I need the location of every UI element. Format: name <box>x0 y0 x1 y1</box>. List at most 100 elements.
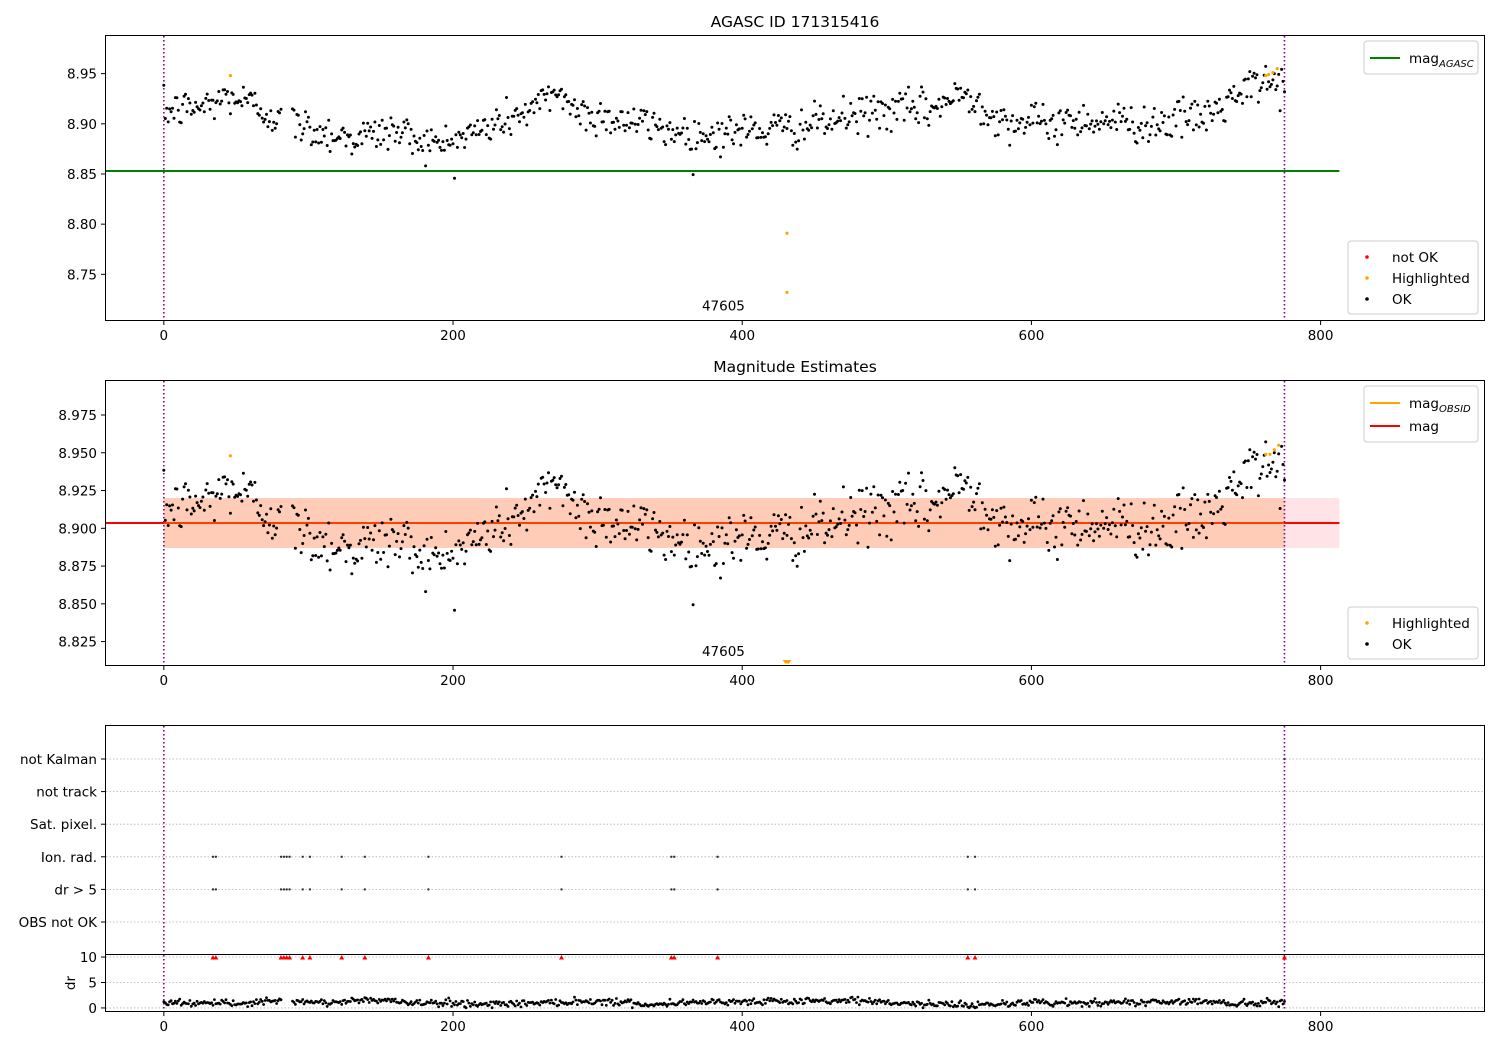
data-point-ok <box>1281 463 1285 466</box>
data-point-ok <box>740 533 744 537</box>
panel-magnitude-plot: 47605 <box>106 381 1340 665</box>
data-point-ok <box>1142 105 1146 109</box>
data-point-ok <box>454 543 458 547</box>
dr-point <box>557 1003 560 1007</box>
data-point-ok <box>1171 513 1175 517</box>
flag-point <box>673 888 676 891</box>
data-point-ok <box>1236 94 1240 98</box>
data-point-ok <box>348 133 352 137</box>
flag-point <box>211 855 215 858</box>
data-point-ok <box>617 532 621 536</box>
data-point-ok <box>1132 131 1136 135</box>
data-point-ok <box>1037 515 1041 519</box>
data-point-ok <box>318 125 322 129</box>
data-point-ok <box>1138 536 1142 540</box>
data-point-ok <box>535 495 539 499</box>
data-point-ok <box>707 553 711 557</box>
data-point-ok <box>1084 529 1088 533</box>
data-point-ok <box>727 115 731 119</box>
data-point-ok <box>369 125 373 129</box>
dr-point <box>829 1002 832 1006</box>
data-point-ok <box>717 535 721 538</box>
data-point-ok <box>1006 127 1010 131</box>
data-point-ok <box>306 516 310 520</box>
dr-clipped-point <box>972 955 978 960</box>
dr-point <box>194 1004 198 1007</box>
data-point-ok <box>171 106 174 110</box>
y-tick-label: 8.850 <box>58 597 97 613</box>
data-point-ok <box>205 92 209 96</box>
dr-point <box>589 998 592 1001</box>
data-point-ok <box>184 92 187 96</box>
data-point-ok <box>837 517 841 521</box>
data-point-ok <box>892 111 896 115</box>
data-point-ok <box>817 520 821 524</box>
data-point-ok <box>577 114 581 118</box>
data-point-ok <box>656 128 660 132</box>
data-point-ok <box>257 513 261 517</box>
data-point-ok <box>824 531 828 535</box>
dr-point <box>506 1005 510 1008</box>
data-point-ok <box>1057 510 1061 514</box>
data-point-ok <box>321 128 325 131</box>
legend-line-label: mag <box>1409 419 1439 435</box>
data-point-ok <box>273 533 277 537</box>
data-point-ok <box>1086 112 1090 116</box>
dr-point <box>846 998 850 1002</box>
data-point-ok <box>1235 100 1239 103</box>
data-point-ok <box>868 118 871 122</box>
dr-point <box>917 1001 920 1004</box>
dr-point <box>388 998 391 1001</box>
data-point-ok <box>350 152 354 156</box>
dr-point <box>440 1001 443 1005</box>
panel-agasc-plot: 47605 <box>106 36 1340 320</box>
dr-point <box>610 998 614 1002</box>
flag-point <box>363 855 366 858</box>
data-point-ok <box>204 96 208 100</box>
data-point-ok <box>698 130 702 134</box>
x-tick-label: 600 <box>1019 1019 1045 1035</box>
data-point-ok <box>1277 452 1281 456</box>
data-point-ok <box>1174 124 1178 128</box>
data-point-ok <box>199 499 203 503</box>
data-point-ok <box>571 103 575 107</box>
data-point-ok <box>451 142 455 146</box>
data-point-ok <box>996 543 1000 547</box>
data-point-ok <box>664 558 668 561</box>
data-point-ok <box>986 528 990 532</box>
data-point-ok <box>1123 523 1127 527</box>
data-point-ok <box>228 112 232 116</box>
data-point-ok <box>586 502 589 506</box>
data-point-ok <box>708 133 712 136</box>
data-point-ok <box>189 112 193 116</box>
data-point-ok <box>263 117 267 121</box>
data-point-ok <box>888 504 892 508</box>
axes-frame <box>105 380 1485 666</box>
data-point-ok <box>891 490 895 493</box>
data-point-ok <box>314 140 318 144</box>
data-point-ok <box>542 92 546 96</box>
data-point-ok <box>951 99 955 103</box>
data-point-ok <box>1002 108 1006 112</box>
data-point-ok <box>490 117 494 121</box>
data-point-ok <box>818 104 822 108</box>
data-point-ok <box>412 134 416 138</box>
flag-point <box>301 855 304 858</box>
data-point-ok <box>693 120 696 123</box>
data-point-ok <box>873 506 877 510</box>
data-point-ok <box>921 479 925 482</box>
data-point-ok <box>353 561 357 565</box>
dr-point <box>389 1000 393 1004</box>
data-point-ok <box>719 155 722 159</box>
data-point-ok <box>707 140 711 144</box>
data-point-ok <box>969 95 973 99</box>
data-point-ok <box>859 508 863 511</box>
data-point-ok <box>502 130 506 134</box>
data-point-ok <box>379 142 383 146</box>
dr-point <box>320 998 323 1002</box>
data-point-ok <box>1184 120 1188 124</box>
panel-dr-plot <box>106 955 1484 1011</box>
data-point-ok <box>1011 514 1015 518</box>
data-point-ok <box>966 88 970 92</box>
dr-point <box>612 1004 615 1007</box>
